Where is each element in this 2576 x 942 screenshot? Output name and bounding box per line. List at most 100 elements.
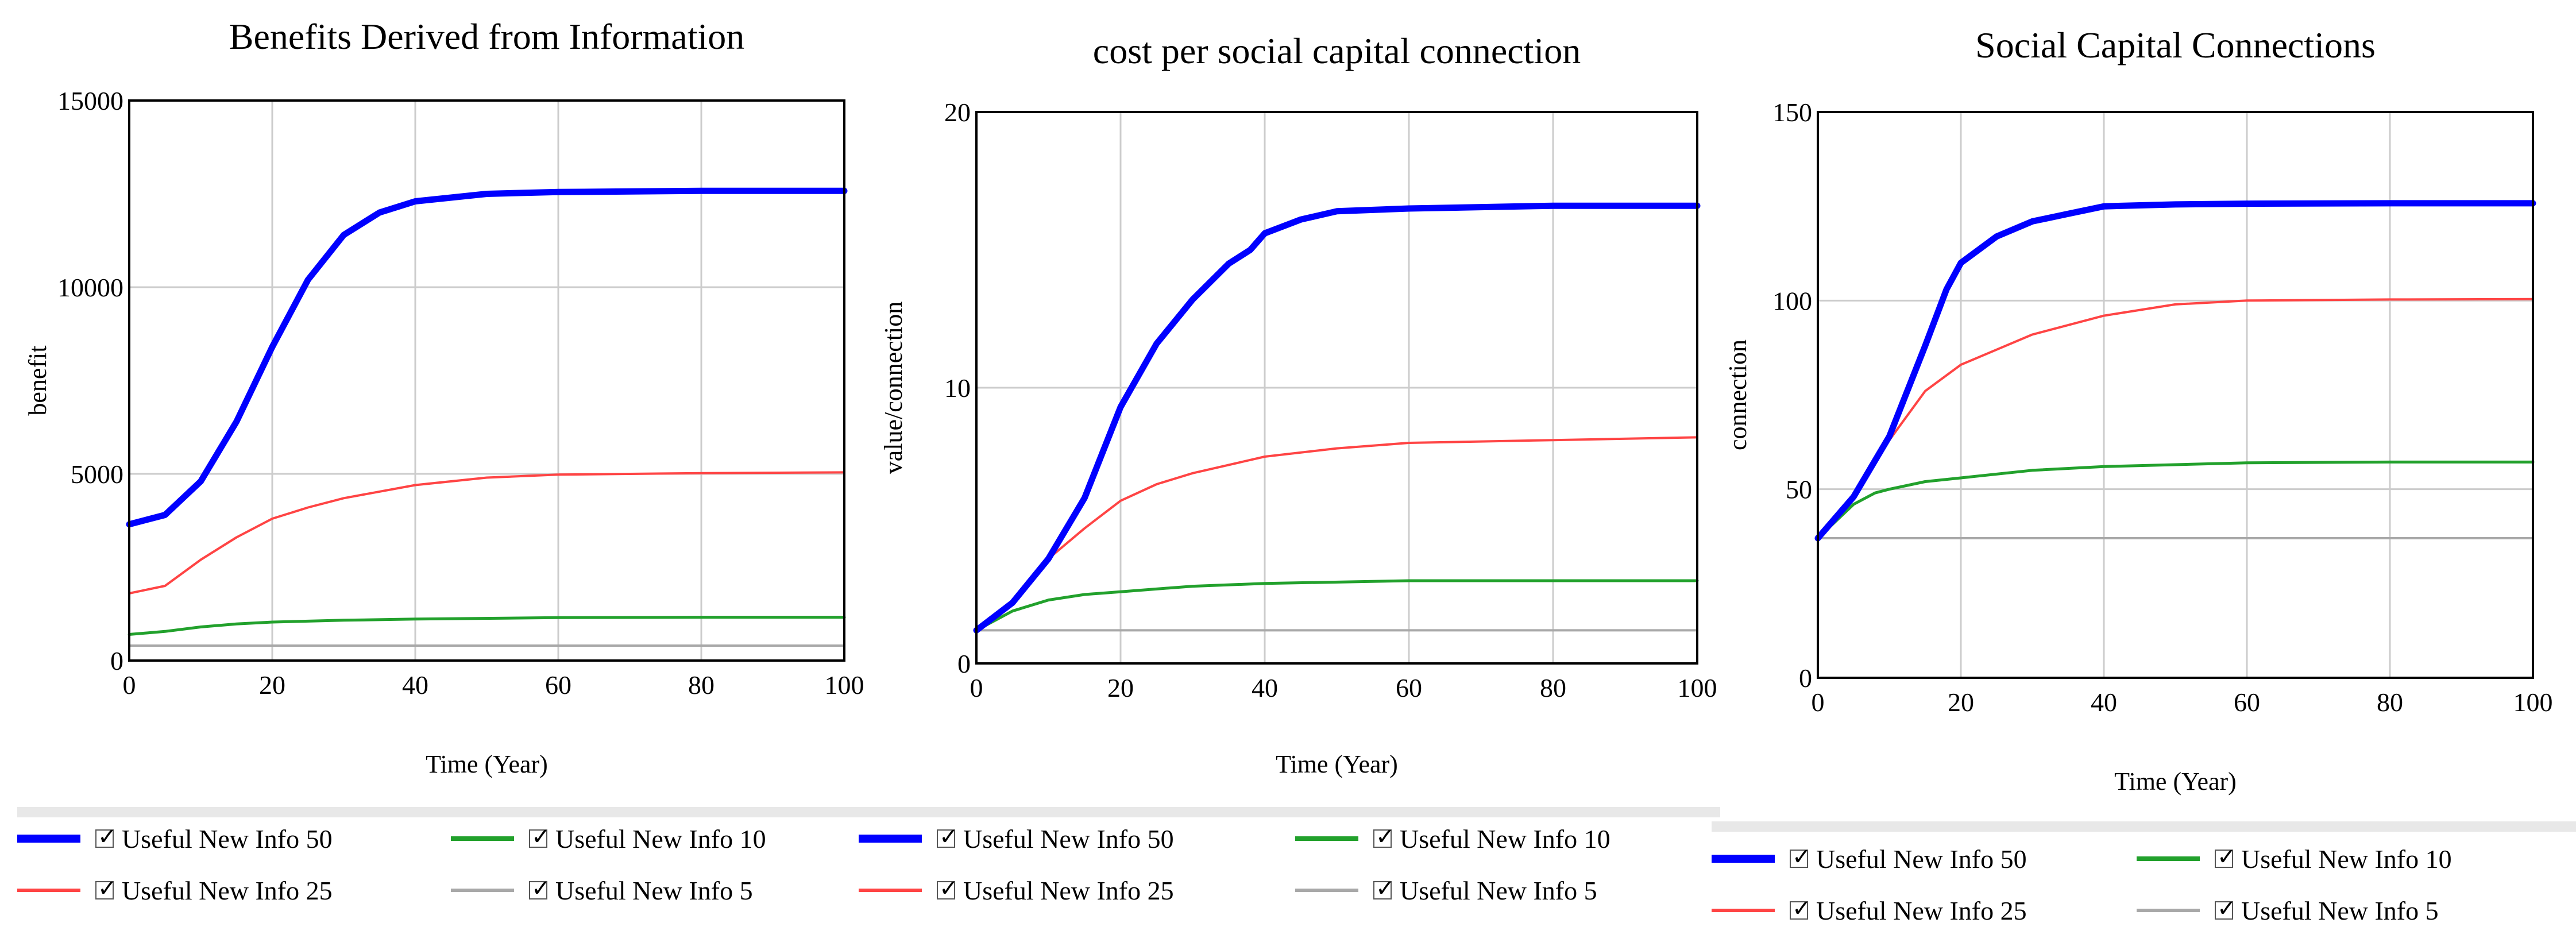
legend-checkbox-info50[interactable] <box>95 824 117 850</box>
y-axis-label: connection <box>1724 339 1752 450</box>
legend-item-info5[interactable]: Useful New Info 5 <box>1295 873 1597 908</box>
x-tick-label: 80 <box>1540 673 1566 702</box>
legend-checkbox-info50[interactable] <box>937 824 959 850</box>
x-tick-label: 20 <box>1948 688 1974 717</box>
legend-checkbox-info50[interactable] <box>1790 844 1812 870</box>
y-tick-label: 0 <box>957 649 971 678</box>
legend-label-info25: Useful New Info 25 <box>963 875 1174 905</box>
legend-label-info10: Useful New Info 10 <box>2241 844 2452 874</box>
chart-title: Benefits Derived from Information <box>229 16 745 57</box>
legend-item-info50[interactable]: Useful New Info 50 <box>1712 841 2027 876</box>
legend-item-info10[interactable]: Useful New Info 10 <box>1295 821 1611 856</box>
x-tick-label: 20 <box>1107 673 1134 702</box>
legend-label-info10: Useful New Info 10 <box>1400 824 1611 854</box>
series-line-info25 <box>128 471 845 594</box>
y-tick-label: 20 <box>944 98 971 127</box>
legend-swatch-info25 <box>859 889 922 892</box>
legend-item-info5[interactable]: Useful New Info 5 <box>2137 893 2439 928</box>
legend-divider <box>1712 821 2576 832</box>
chart-panel-benefits: Benefits Derived from Information 0 20 40 60… <box>0 0 1720 942</box>
legend-label-info10: Useful New Info 10 <box>555 824 766 854</box>
y-tick-label: 0 <box>1799 663 1812 693</box>
chart-cost: cost per social capital connection 0 20 40 6… <box>879 30 1717 778</box>
x-tick-label: 100 <box>2513 688 2553 717</box>
legend-item-info5[interactable]: Useful New Info 5 <box>451 873 753 908</box>
x-tick-label: 100 <box>1678 673 1717 702</box>
legend-label-info25: Useful New Info 25 <box>1816 895 2027 925</box>
series-line-info25 <box>975 436 1698 632</box>
legend-checkbox-info25[interactable] <box>937 875 959 902</box>
chart-title: cost per social capital connection <box>1093 30 1581 71</box>
legend-label-info5: Useful New Info 5 <box>555 875 753 905</box>
legend-swatch-info10 <box>2137 856 2200 861</box>
y-tick-label: 5000 <box>71 460 123 489</box>
x-tick-label: 40 <box>402 670 428 700</box>
chart-benefits: Benefits Derived from Information 0 20 40 60… <box>24 16 864 778</box>
y-tick-label: 10 <box>944 373 971 403</box>
x-tick-label: 40 <box>2091 688 2117 717</box>
legend-swatch-info50 <box>1712 855 1775 863</box>
legend-swatch-info50 <box>859 835 922 843</box>
x-tick-label: 80 <box>2377 688 2403 717</box>
x-axis-label: Time (Year) <box>426 750 548 778</box>
legend-swatch-info50 <box>17 835 80 843</box>
legend-item-info25[interactable]: Useful New Info 25 <box>1712 893 2027 928</box>
x-tick-label: 100 <box>825 670 864 700</box>
y-tick-label: 10000 <box>57 273 123 302</box>
y-tick-label: 100 <box>1772 286 1812 315</box>
legend-checkbox-info10[interactable] <box>1373 824 1395 850</box>
legend-checkbox-info25[interactable] <box>1790 895 1812 922</box>
plot-frame <box>975 111 1698 665</box>
legend-checkbox-info10[interactable] <box>529 824 551 850</box>
legend-swatch-info5 <box>1295 889 1358 892</box>
x-tick-label: 80 <box>688 670 715 700</box>
legend-checkbox-info5[interactable] <box>1373 875 1395 902</box>
y-tick-label: 150 <box>1772 98 1812 127</box>
plot-frame <box>128 99 845 662</box>
legend-item-info25[interactable]: Useful New Info 25 <box>859 873 1174 908</box>
legend-swatch-info5 <box>451 889 514 892</box>
series-line-info10 <box>128 616 846 636</box>
legend-item-info50[interactable]: Useful New Info 50 <box>859 821 1174 856</box>
series-line-info50 <box>126 187 848 528</box>
legend-swatch-info10 <box>451 836 514 841</box>
legend-label-info5: Useful New Info 5 <box>2241 895 2439 925</box>
chart-panel-connections: Social Capital Connections 0 20 40 60 80 100 0 5… <box>1712 0 2576 942</box>
legend-label-info50: Useful New Info 50 <box>122 824 333 854</box>
legend-item-info25[interactable]: Useful New Info 25 <box>17 873 333 908</box>
legend-item-info10[interactable]: Useful New Info 10 <box>451 821 766 856</box>
x-axis-label: Time (Year) <box>1276 750 1398 778</box>
chart-connections: Social Capital Connections 0 20 40 60 80 100 0 5… <box>1724 25 2553 796</box>
chart-title: Social Capital Connections <box>1975 25 2376 65</box>
x-tick-label: 60 <box>2234 688 2260 717</box>
legend-label-info25: Useful New Info 25 <box>122 875 333 905</box>
series-line-info50 <box>973 202 1701 634</box>
series-line-info25 <box>1817 298 2534 539</box>
plot-frame <box>1817 111 2534 679</box>
series-line-info10 <box>1816 460 2535 540</box>
x-tick-label: 0 <box>123 670 136 700</box>
x-tick-label: 20 <box>259 670 285 700</box>
series-line-info10 <box>975 579 1699 632</box>
legend-label-info50: Useful New Info 50 <box>1816 844 2027 874</box>
legend-divider <box>17 807 1720 817</box>
legend-item-info50[interactable]: Useful New Info 50 <box>17 821 333 856</box>
legend-checkbox-info5[interactable] <box>529 875 551 902</box>
legend-checkbox-info5[interactable] <box>2215 895 2237 922</box>
legend-checkbox-info25[interactable] <box>95 875 117 902</box>
legend-swatch-info25 <box>1712 909 1775 912</box>
legend-item-info10[interactable]: Useful New Info 10 <box>2137 841 2452 876</box>
legend-label-info50: Useful New Info 50 <box>963 824 1174 854</box>
series-line-info50 <box>1814 200 2536 542</box>
x-tick-label: 0 <box>970 673 983 702</box>
x-tick-label: 40 <box>1252 673 1278 702</box>
x-tick-label: 60 <box>1396 673 1422 702</box>
legend-label-info5: Useful New Info 5 <box>1400 875 1597 905</box>
legend-checkbox-info10[interactable] <box>2215 844 2237 870</box>
x-tick-label: 0 <box>1812 688 1825 717</box>
y-tick-label: 50 <box>1786 475 1812 504</box>
legend-swatch-info10 <box>1295 836 1358 841</box>
chart-panel-cost: cost per social capital connection 0 20 40 6… <box>856 0 1717 942</box>
legend-swatch-info25 <box>17 889 80 892</box>
x-tick-label: 60 <box>545 670 571 700</box>
